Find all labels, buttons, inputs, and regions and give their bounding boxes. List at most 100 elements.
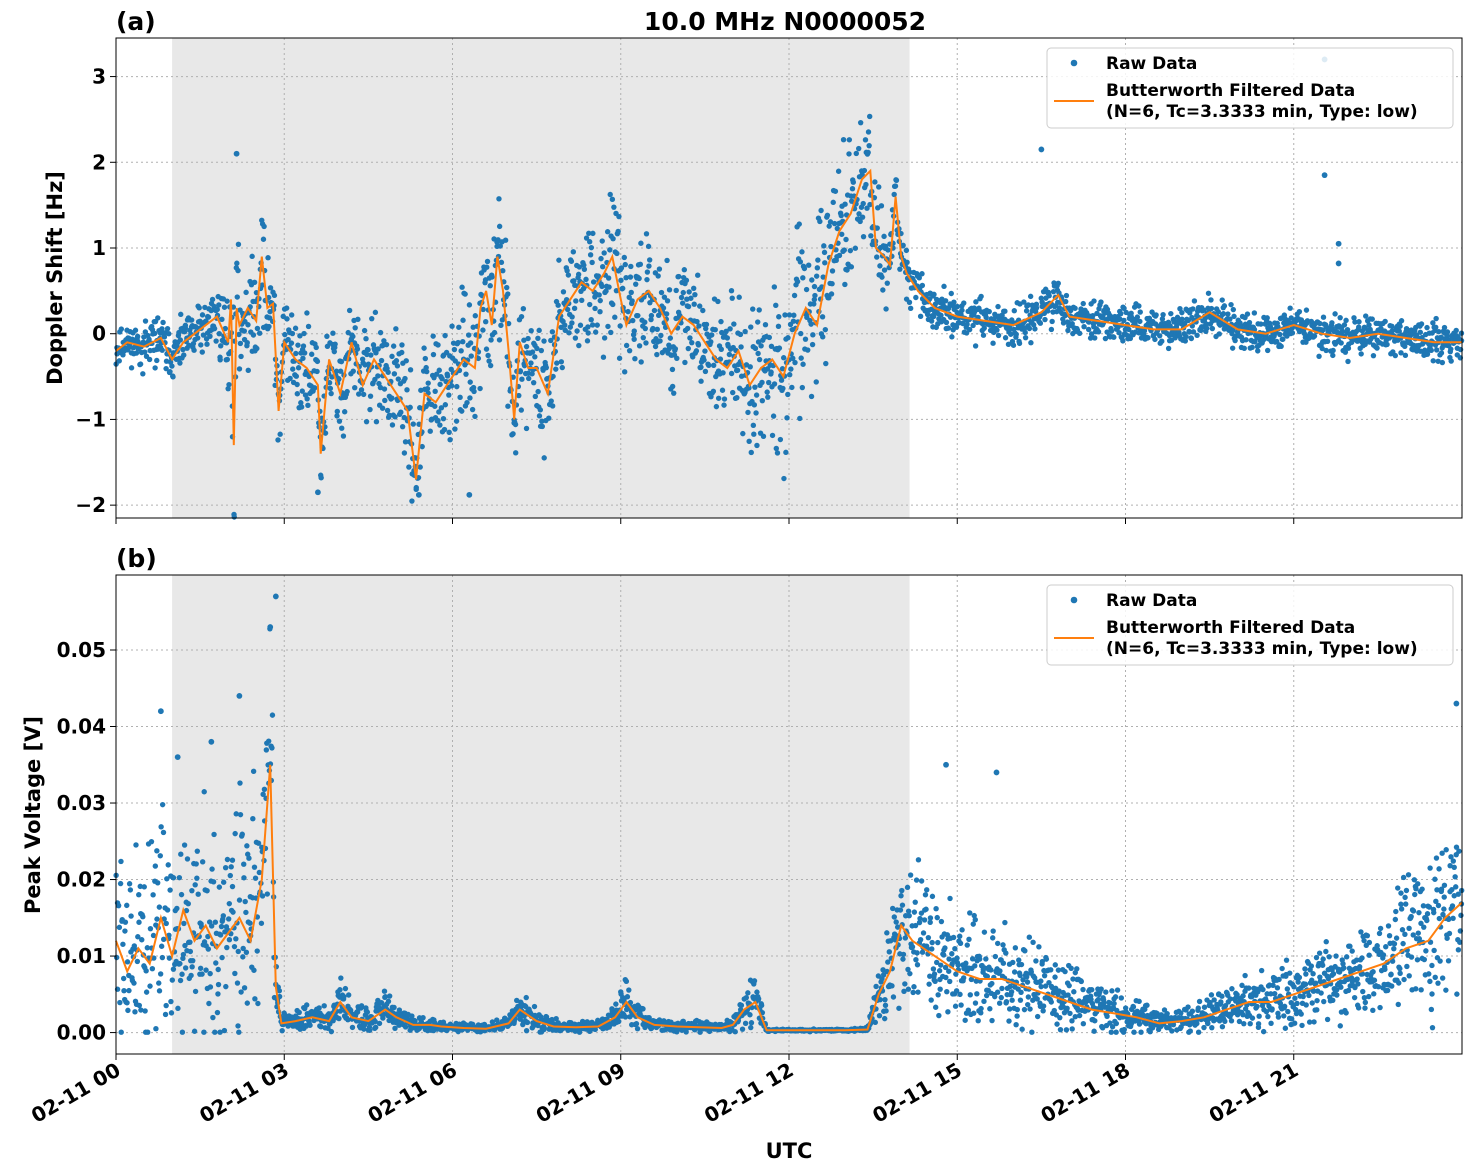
raw-data-point [590, 279, 597, 285]
raw-data-point [1091, 298, 1097, 304]
raw-data-point [122, 919, 129, 925]
raw-data-point [1428, 347, 1434, 354]
raw-data-point [778, 377, 785, 383]
raw-data-point [618, 265, 625, 271]
raw-data-point [1249, 344, 1255, 351]
raw-data-point [133, 842, 139, 848]
raw-data-point [695, 342, 702, 348]
raw-data-point [407, 367, 414, 373]
raw-data-point [998, 994, 1004, 1001]
raw-data-point [929, 893, 936, 900]
raw-data-point [818, 207, 824, 214]
raw-data-point [1295, 979, 1301, 985]
raw-data-point [167, 887, 173, 893]
raw-data-point [1240, 993, 1246, 999]
raw-data-point [350, 333, 356, 340]
raw-data-point [301, 330, 307, 337]
raw-data-point [577, 322, 584, 328]
raw-data-point [861, 167, 868, 174]
raw-data-point [236, 366, 243, 372]
raw-data-point [355, 316, 361, 322]
raw-data-point [1063, 298, 1069, 305]
raw-data-point [865, 149, 871, 156]
raw-data-point [834, 225, 840, 232]
raw-data-point [382, 397, 388, 404]
raw-data-point [1033, 958, 1039, 964]
raw-data-point [432, 388, 438, 394]
raw-data-point [409, 498, 415, 504]
raw-data-point [1121, 305, 1127, 311]
raw-data-point [1013, 1021, 1019, 1028]
raw-data-point [565, 272, 572, 278]
raw-data-point [224, 856, 231, 863]
raw-data-point [438, 405, 445, 411]
raw-data-point [245, 367, 251, 374]
raw-data-point [1030, 322, 1037, 328]
y-tick-label: 3 [92, 65, 106, 89]
raw-data-point [217, 1029, 223, 1035]
raw-data-point [995, 303, 1001, 310]
raw-data-point [180, 951, 187, 958]
raw-data-point [955, 962, 961, 968]
raw-data-point [1308, 963, 1315, 969]
raw-data-point [137, 883, 143, 890]
raw-data-point [865, 129, 872, 135]
raw-data-point [1303, 307, 1310, 313]
raw-data-point [974, 991, 980, 997]
raw-data-point [558, 359, 565, 365]
raw-data-point [541, 455, 547, 461]
raw-data-point [194, 848, 201, 854]
panel-a-filtered-line [115, 168, 1462, 480]
raw-data-point [798, 330, 804, 337]
raw-data-point [1351, 315, 1357, 321]
raw-data-point [1196, 998, 1203, 1005]
raw-data-point [900, 956, 906, 962]
raw-data-point [350, 368, 356, 374]
raw-data-point [1436, 328, 1442, 335]
raw-data-point [421, 345, 427, 351]
raw-data-point [191, 347, 197, 353]
raw-data-point [1126, 326, 1132, 333]
raw-data-point [811, 296, 818, 303]
raw-data-point [168, 1010, 175, 1016]
raw-data-point [341, 409, 348, 415]
raw-data-point [1046, 292, 1052, 299]
raw-data-point [1302, 981, 1309, 987]
raw-data-point [644, 276, 650, 283]
raw-data-point [1279, 965, 1285, 972]
raw-data-point [1041, 972, 1048, 979]
raw-data-point [220, 913, 227, 919]
raw-data-point [810, 332, 816, 338]
raw-data-point [1433, 315, 1439, 322]
raw-data-point [622, 1014, 629, 1020]
raw-data-point [599, 283, 605, 290]
raw-data-point [768, 369, 774, 375]
raw-data-point [1356, 319, 1362, 325]
raw-data-point [920, 930, 927, 936]
raw-data-outlier [466, 491, 473, 498]
raw-data-point [154, 357, 160, 364]
raw-data-point [941, 952, 947, 958]
raw-data-point [386, 412, 393, 419]
raw-data-point [718, 318, 724, 325]
raw-data-point [1136, 303, 1142, 309]
raw-data-point [621, 369, 628, 375]
raw-data-point [337, 368, 344, 374]
raw-data-point [883, 306, 889, 312]
raw-data-point [808, 321, 814, 327]
raw-data-point [301, 350, 308, 356]
raw-data-point [298, 400, 304, 406]
raw-data-point [1138, 1029, 1144, 1035]
raw-data-point [1137, 309, 1143, 315]
raw-data-point [1444, 329, 1451, 335]
raw-data-point [226, 937, 233, 943]
raw-data-point [626, 987, 632, 993]
raw-data-point [626, 294, 632, 301]
raw-data-point [407, 404, 413, 411]
raw-data-point [422, 355, 429, 362]
raw-data-point [314, 368, 320, 375]
raw-data-point [235, 267, 241, 274]
raw-data-point [199, 349, 205, 355]
raw-data-point [601, 335, 608, 341]
raw-data-point [988, 967, 994, 973]
